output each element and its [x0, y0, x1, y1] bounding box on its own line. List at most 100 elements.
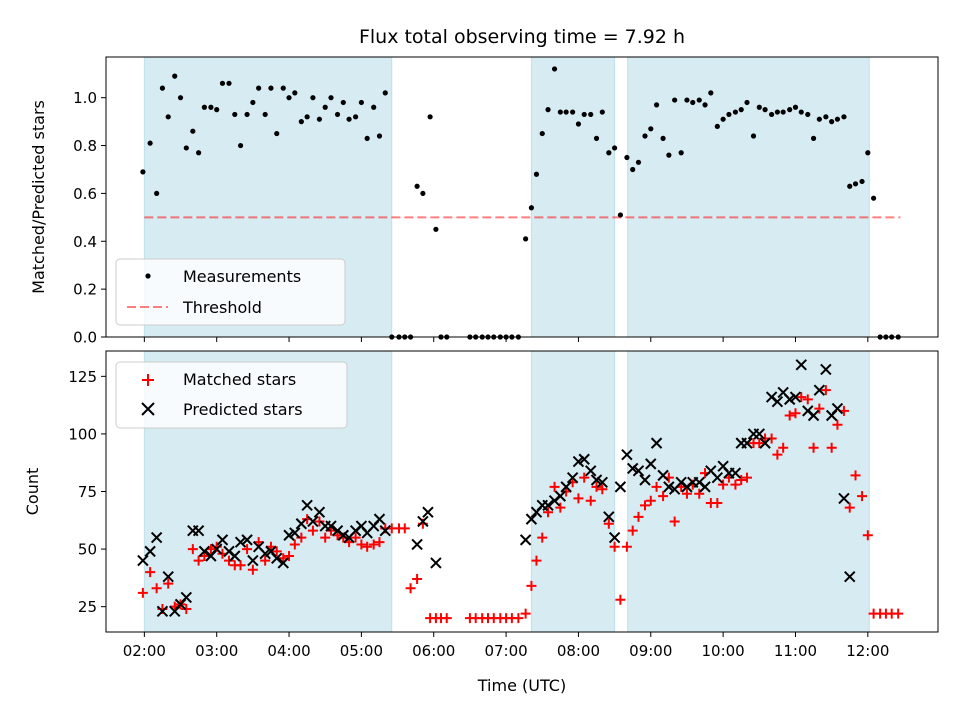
measurement-point: [154, 190, 160, 197]
y-tick-label: 0.8: [73, 137, 97, 155]
matched-star-point: [193, 555, 204, 566]
predicted-star-point: [411, 538, 423, 551]
matched-star-point: [350, 532, 361, 543]
axes-frame: [105, 56, 939, 338]
legend-box: [115, 361, 348, 429]
matched-star-point: [520, 608, 531, 619]
measurement-point: [346, 116, 352, 122]
matched-star-point: [399, 523, 410, 534]
predicted-star-point: [210, 543, 223, 555]
legend-marker-measurements: [145, 273, 151, 279]
matched-star-point: [356, 539, 367, 550]
matched-star-point: [621, 541, 632, 552]
matched-star-point: [289, 539, 300, 550]
measurement-point: [201, 104, 207, 110]
measurement-point: [533, 171, 540, 177]
matched-star-point: [857, 491, 868, 502]
legend-marker-predicted: [141, 402, 155, 416]
predicted-star-point: [216, 534, 229, 546]
legend-marker-matched: [142, 374, 154, 386]
y-tick-label: 75: [78, 483, 97, 501]
predicted-star-point: [650, 437, 663, 449]
measurement-point: [382, 90, 388, 96]
predicted-star-point: [198, 545, 211, 558]
measurement-point: [268, 85, 274, 91]
predicted-star-point: [542, 499, 554, 512]
matched-star-point: [681, 488, 692, 499]
chart-title: Flux total observing time = 7.92 h: [359, 26, 685, 48]
predicted-star-point: [820, 363, 832, 376]
predicted-star-point: [639, 474, 651, 486]
predicted-star-point: [645, 458, 657, 470]
matched-star-point: [609, 541, 620, 552]
matched-star-point: [766, 433, 777, 444]
measurement-point: [606, 150, 612, 156]
measurement-point: [159, 85, 166, 91]
matched-star-point: [754, 438, 765, 449]
measurement-point: [328, 95, 334, 101]
measurement-point: [599, 109, 605, 115]
legend-label-matched: Matched stars: [183, 370, 296, 389]
y-tick-label: 25: [78, 598, 97, 616]
predicted-star-point: [241, 534, 253, 546]
predicted-star-point: [608, 531, 621, 544]
y-tick-label: 0.0: [73, 329, 97, 347]
predicted-star-point: [162, 571, 174, 583]
measurement-point: [798, 109, 804, 115]
bottom-panel: 25 50 75 100 125 02:00 03:00 04:00 05:00 06:00 07:…: [23, 350, 939, 695]
x-tick-label: 05:00: [340, 642, 383, 660]
measurement-point: [523, 236, 529, 242]
predicted-star-point: [729, 467, 742, 479]
matched-star-point: [543, 507, 554, 518]
measurement-point: [244, 111, 250, 118]
predicted-star-point: [525, 513, 538, 525]
predicted-star-point: [301, 499, 313, 512]
measurement-point: [653, 102, 660, 108]
predicted-star-point: [771, 395, 784, 408]
measurement-point: [666, 152, 672, 158]
predicted-star-point: [137, 554, 149, 567]
matched-star-point: [145, 567, 156, 578]
measurement-point: [563, 109, 569, 115]
predicted-star-point: [229, 550, 241, 562]
predicted-star-point: [271, 552, 283, 565]
predicted-star-point: [596, 476, 609, 488]
y-tick-label: 125: [68, 368, 97, 386]
measurement-point: [226, 80, 232, 86]
measurement-point: [376, 133, 383, 139]
matched-star-point: [549, 481, 560, 492]
predicted-star-point: [295, 518, 308, 530]
predicted-star-point: [379, 524, 391, 537]
y-tick-label: 100: [68, 425, 97, 443]
predicted-star-point: [759, 437, 771, 449]
predicted-star-point: [831, 402, 844, 415]
x-tick-label: 03:00: [195, 642, 238, 660]
measurement-point: [829, 119, 835, 125]
matched-star-point: [247, 564, 258, 575]
predicted-star-point: [621, 448, 633, 461]
predicted-star-point: [566, 471, 579, 484]
measurement-point: [714, 123, 720, 130]
measurement-point: [834, 116, 841, 122]
matched-star-point: [597, 484, 608, 495]
predicted-star-point: [247, 554, 259, 567]
measurement-point: [539, 130, 545, 137]
predicted-star-point: [307, 515, 319, 528]
matched-star-point: [669, 516, 680, 527]
predicted-star-point: [813, 384, 826, 396]
measurement-point: [859, 178, 865, 185]
predicted-star-point: [417, 515, 429, 528]
matched-star-point: [832, 419, 843, 430]
matched-star-point: [555, 502, 566, 513]
measurement-point: [581, 111, 587, 118]
measurement-point: [545, 107, 551, 113]
predicted-star-point: [838, 492, 850, 505]
matched-star-point: [307, 525, 318, 536]
measurement-point: [570, 109, 576, 115]
observing-band: [627, 56, 870, 338]
measurement-point: [286, 95, 292, 101]
predicted-star-point: [626, 462, 639, 475]
matched-star-point: [405, 583, 416, 594]
measurement-point: [635, 159, 642, 165]
